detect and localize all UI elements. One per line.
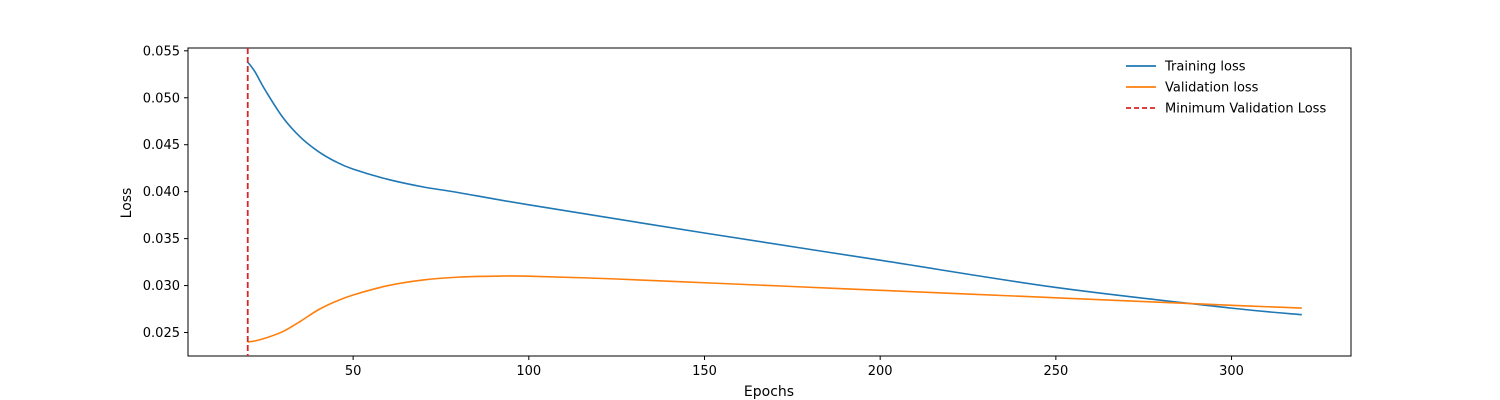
x-tick-label: 250 bbox=[1043, 364, 1068, 379]
legend-label-training-loss: Training loss bbox=[1164, 60, 1246, 75]
x-tick-label: 200 bbox=[868, 364, 893, 379]
y-axis-ticks: 0.025 0.030 0.035 0.040 0.045 0.050 0.055 bbox=[143, 44, 188, 341]
legend: Training loss Validation loss Minimum Vali… bbox=[1126, 60, 1326, 117]
x-axis-label: Epochs bbox=[744, 384, 794, 400]
y-tick-label: 0.040 bbox=[143, 185, 180, 200]
y-tick-label: 0.035 bbox=[143, 232, 180, 247]
x-tick-label: 150 bbox=[692, 364, 717, 379]
plot-area: 50 100 150 200 250 300 0.0250.0300.0350.0400.… bbox=[143, 44, 1352, 379]
x-tick-label: 50 bbox=[345, 364, 362, 379]
legend-label-minimum-validation-loss: Minimum Validation Loss bbox=[1165, 102, 1326, 117]
y-tick-label: 0.025 bbox=[143, 326, 180, 341]
series-line-training-loss bbox=[247, 61, 1302, 316]
x-axis-ticks: 50 100 150 200 250 300 bbox=[345, 356, 1244, 379]
x-tick-label: 300 bbox=[1219, 364, 1244, 379]
y-tick-label: 0.055 bbox=[143, 44, 180, 59]
series-line-validation-loss bbox=[247, 275, 1302, 343]
plot-frame bbox=[187, 47, 1352, 357]
y-tick-label: 0.050 bbox=[143, 91, 180, 106]
y-tick-label: 0.030 bbox=[143, 279, 180, 294]
y-tick-label: 0.045 bbox=[143, 138, 180, 153]
x-tick-label: 100 bbox=[516, 364, 541, 379]
y-axis-label: Loss bbox=[119, 188, 135, 219]
legend-label-validation-loss: Validation loss bbox=[1165, 81, 1259, 96]
series-layer bbox=[246, 48, 1302, 356]
